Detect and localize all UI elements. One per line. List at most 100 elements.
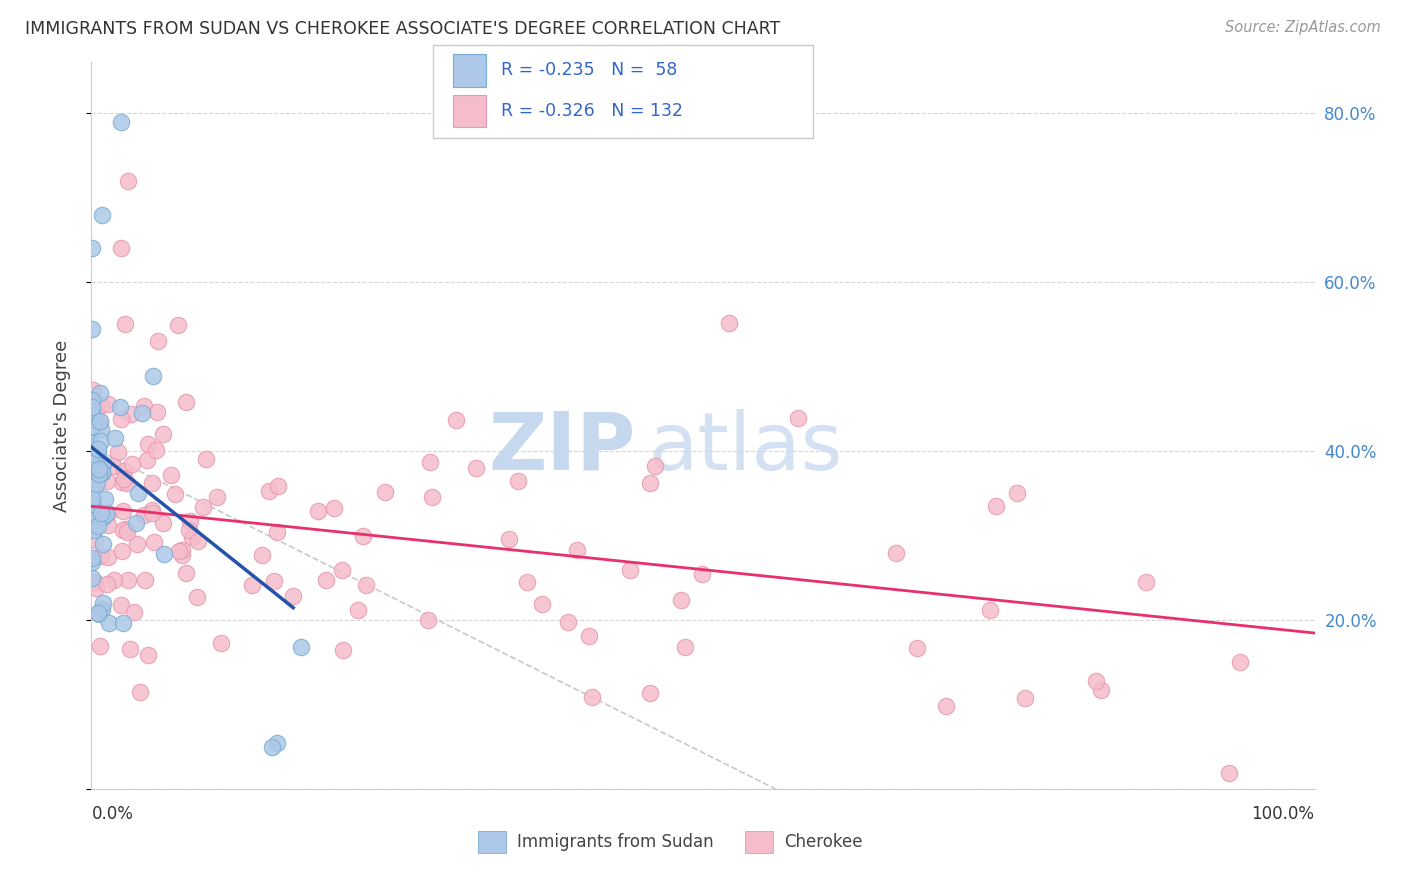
- Text: Source: ZipAtlas.com: Source: ZipAtlas.com: [1225, 20, 1381, 35]
- Point: [82, 574, 104, 589]
- Point: [94, 508, 117, 522]
- Point: [267, 479, 290, 493]
- Point: [117, 174, 139, 188]
- Point: [107, 444, 129, 458]
- Point: [91, 510, 114, 524]
- Point: [673, 640, 696, 655]
- Point: [132, 508, 155, 522]
- Point: [84, 581, 107, 595]
- Point: [91, 208, 114, 222]
- Point: [83, 533, 105, 548]
- Text: 100.0%: 100.0%: [1251, 805, 1315, 822]
- Point: [87, 607, 110, 621]
- Point: [315, 574, 337, 588]
- Point: [83, 513, 105, 527]
- Point: [1084, 673, 1107, 688]
- Point: [89, 462, 111, 476]
- Point: [115, 475, 138, 490]
- Point: [115, 524, 138, 539]
- Point: [128, 684, 150, 698]
- Y-axis label: Associate's Degree: Associate's Degree: [52, 340, 70, 512]
- Point: [516, 574, 538, 589]
- Point: [82, 442, 104, 457]
- Point: [96, 475, 118, 489]
- Point: [80, 463, 103, 477]
- Point: [97, 518, 120, 533]
- Point: [87, 442, 110, 456]
- Point: [138, 437, 160, 451]
- Point: [266, 524, 288, 539]
- Point: [90, 602, 112, 616]
- Point: [984, 499, 1007, 513]
- Point: [110, 411, 132, 425]
- Point: [87, 476, 110, 491]
- Point: [114, 318, 136, 332]
- Point: [89, 414, 111, 428]
- Point: [90, 549, 112, 564]
- Point: [82, 570, 104, 584]
- Point: [330, 563, 353, 577]
- Point: [266, 736, 288, 750]
- Point: [121, 407, 143, 421]
- Point: [132, 400, 155, 414]
- Point: [90, 422, 112, 436]
- Point: [1229, 656, 1251, 670]
- Point: [1135, 574, 1157, 589]
- Text: R = -0.326   N = 132: R = -0.326 N = 132: [501, 102, 682, 120]
- Point: [91, 596, 114, 610]
- Point: [82, 502, 104, 516]
- Point: [142, 369, 165, 384]
- Point: [644, 459, 666, 474]
- Point: [91, 536, 114, 550]
- Point: [153, 547, 176, 561]
- Point: [90, 506, 112, 520]
- Point: [127, 537, 149, 551]
- Point: [205, 490, 228, 504]
- Point: [84, 574, 107, 589]
- Point: [112, 464, 135, 478]
- Point: [127, 486, 149, 500]
- Point: [83, 463, 105, 477]
- Point: [87, 445, 110, 459]
- Point: [80, 496, 103, 510]
- Point: [1090, 683, 1112, 698]
- Point: [82, 392, 104, 407]
- Point: [82, 322, 104, 336]
- Point: [884, 546, 907, 560]
- Point: [141, 476, 163, 491]
- Point: [307, 504, 329, 518]
- Point: [83, 475, 105, 489]
- Point: [110, 475, 132, 490]
- Point: [174, 566, 197, 581]
- Point: [172, 548, 194, 562]
- Point: [506, 474, 529, 488]
- Point: [262, 740, 284, 755]
- Point: [80, 456, 103, 470]
- Point: [418, 455, 440, 469]
- Point: [96, 577, 118, 591]
- Point: [83, 523, 105, 537]
- Point: [136, 648, 159, 662]
- Point: [82, 438, 104, 452]
- Point: [90, 398, 112, 412]
- Point: [111, 523, 134, 537]
- Point: [121, 457, 143, 471]
- Point: [195, 451, 218, 466]
- Point: [80, 478, 103, 492]
- Point: [174, 394, 197, 409]
- Point: [97, 506, 120, 520]
- Point: [110, 114, 132, 128]
- Point: [557, 615, 579, 629]
- Point: [145, 443, 167, 458]
- Point: [354, 578, 377, 592]
- Point: [619, 563, 641, 577]
- Point: [332, 642, 354, 657]
- Point: [82, 439, 104, 453]
- Point: [690, 566, 713, 581]
- Point: [103, 573, 125, 587]
- Point: [117, 573, 139, 587]
- Point: [565, 543, 588, 558]
- Point: [90, 601, 112, 615]
- Point: [84, 464, 107, 478]
- Point: [84, 509, 107, 524]
